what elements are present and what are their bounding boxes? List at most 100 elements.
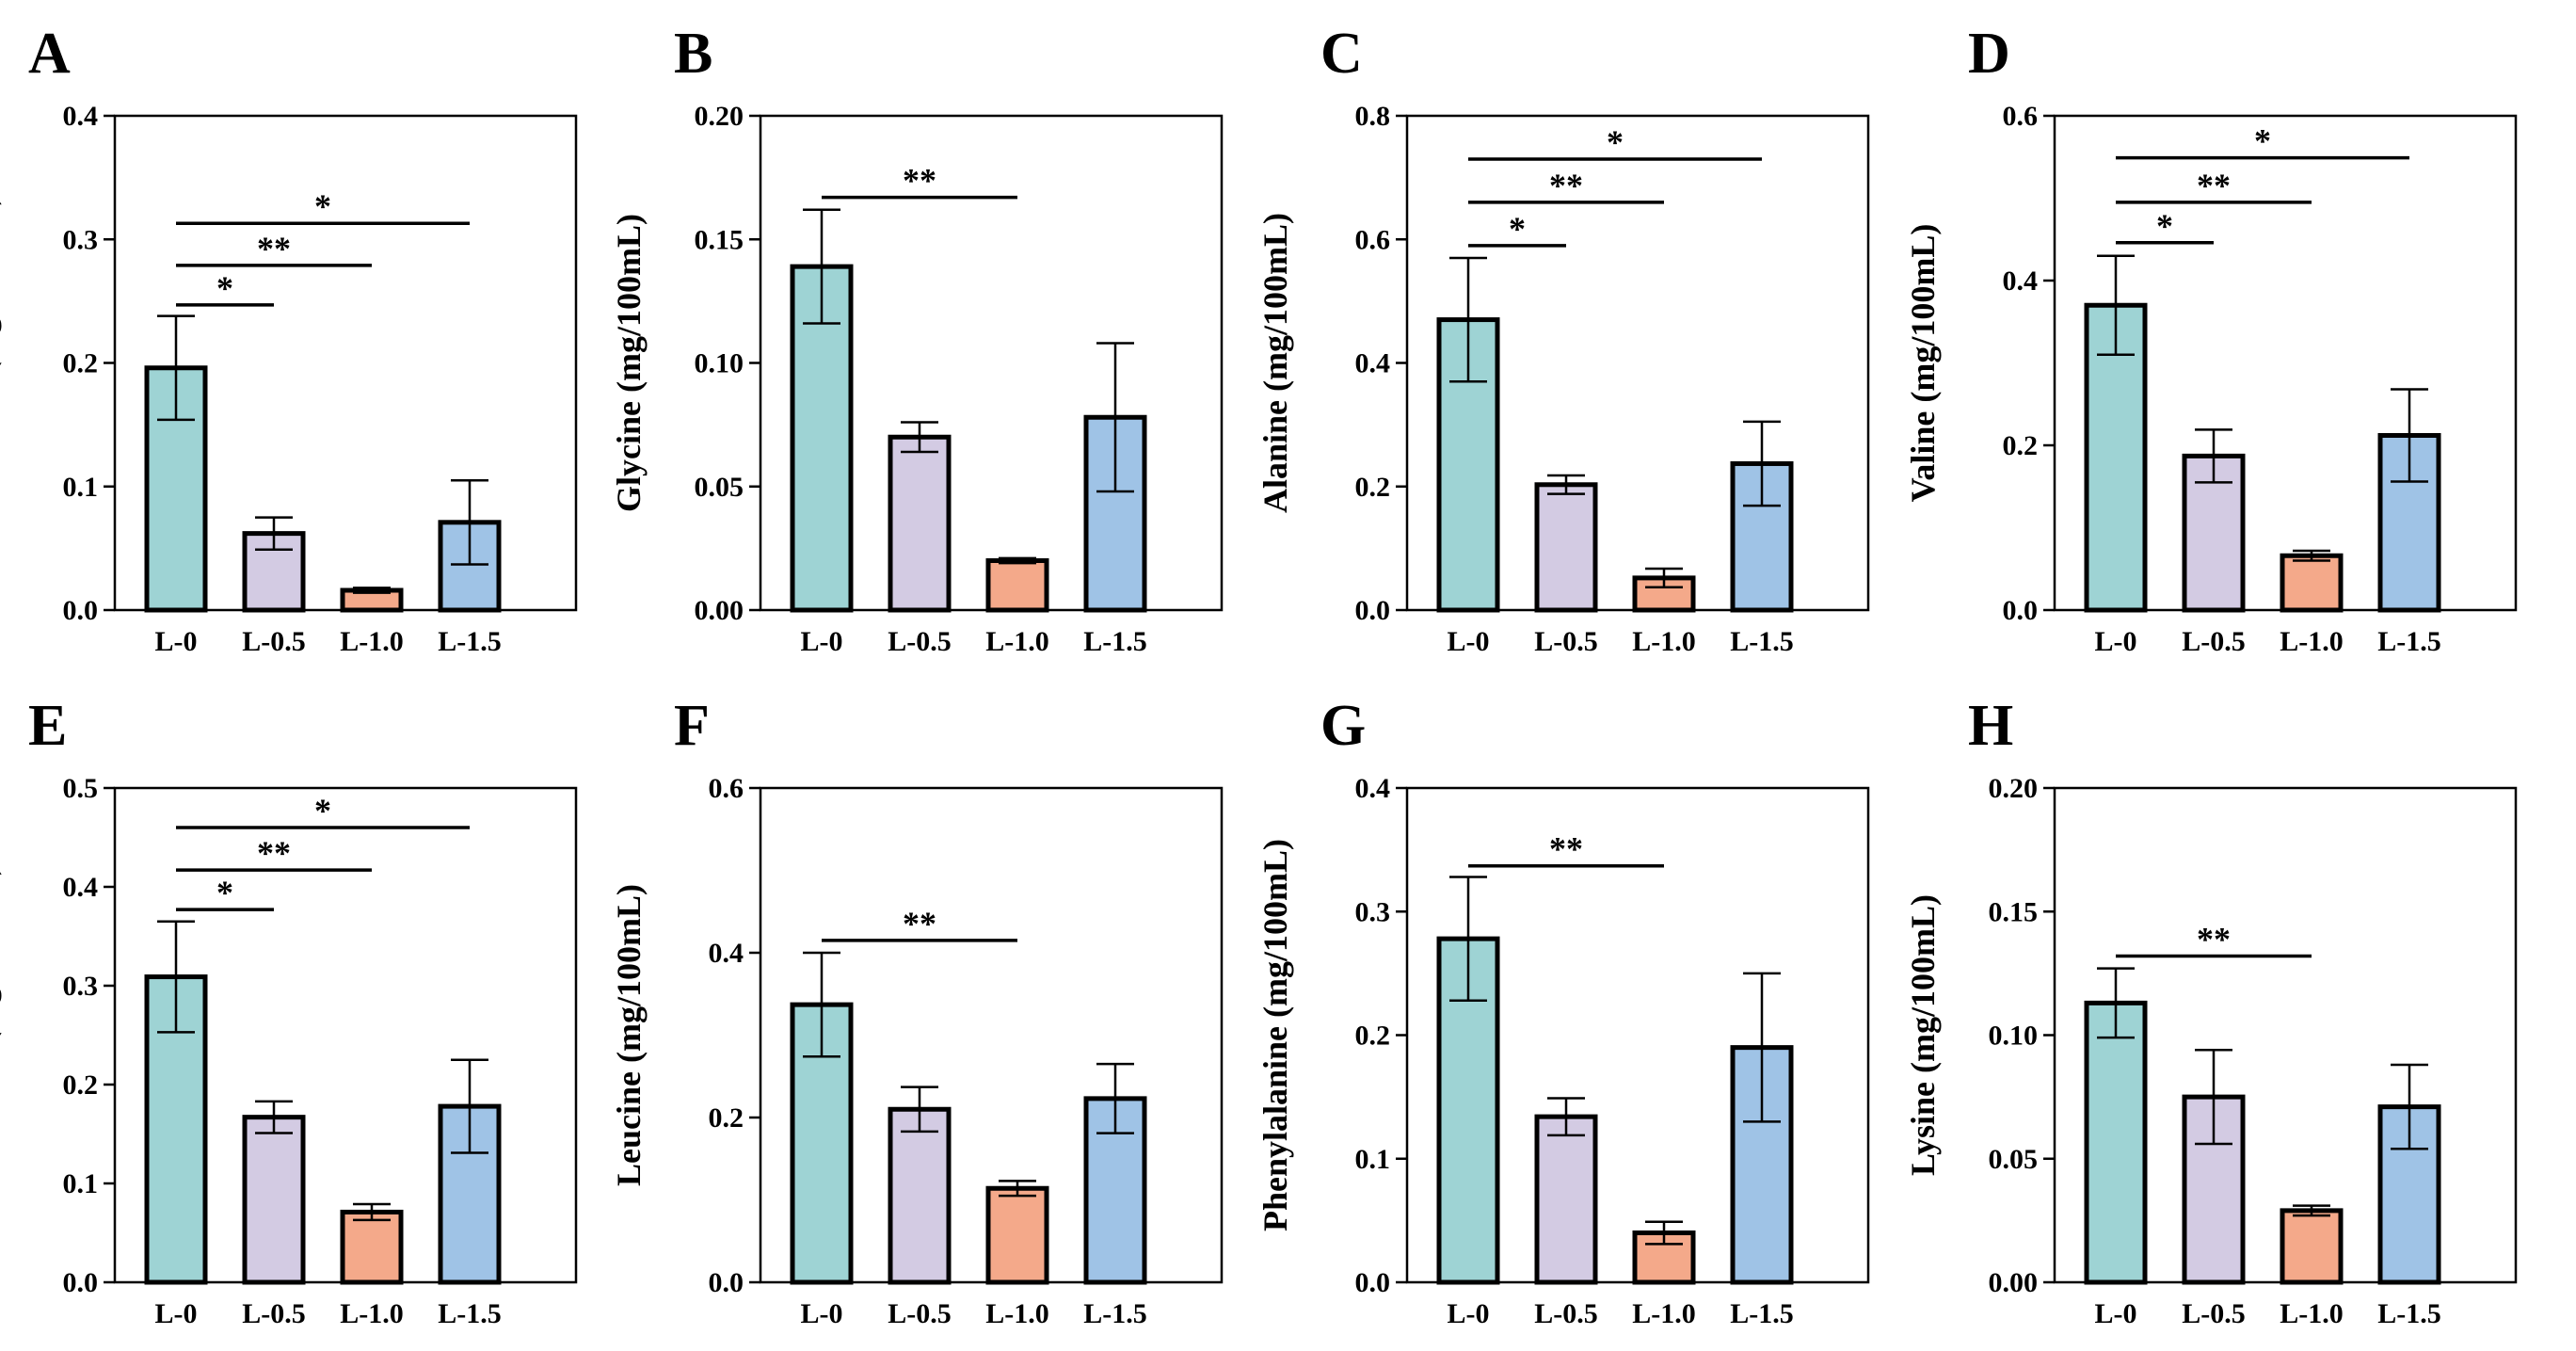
- panel-f-ytick-label: 0.6: [709, 773, 744, 804]
- panel-a-xtick-label: L-0: [155, 626, 198, 657]
- panel-d-letter: D: [1968, 22, 2010, 86]
- panel-e-ytick-label: 0.1: [63, 1168, 99, 1199]
- panel-a-xtick-label: L-1.0: [340, 626, 404, 657]
- panel-g-xtick-label: L-0.5: [1534, 1298, 1598, 1329]
- panel-b-xtick-label: L-1.5: [1083, 626, 1147, 657]
- panel-h-ytick-label: 0.10: [1989, 1021, 2039, 1052]
- panel-c-ytick-label: 0.6: [1355, 224, 1391, 255]
- panel-c-ytick-label: 0.8: [1355, 101, 1391, 132]
- panel-f-xtick-label: L-0.5: [888, 1298, 952, 1329]
- panel-e-significance-label: **: [257, 834, 291, 872]
- panel-b-significance-label: **: [903, 162, 936, 200]
- panel-b-bar-l-1-0: [985, 558, 1049, 613]
- panel-c-bar-l-0-5: [1534, 482, 1598, 613]
- panel-h-xtick-label: L-1.5: [2377, 1298, 2441, 1329]
- panel-f-xtick-label: L-0: [801, 1298, 843, 1329]
- panel-f-ytick-label: 0.4: [709, 938, 744, 969]
- panel-e-ytick-label: 0.3: [63, 971, 99, 1002]
- panel-d-significance-label: *: [2254, 122, 2271, 160]
- panel-f-bar-l-0-5: [888, 1106, 952, 1285]
- panel-e-significance-label: *: [216, 874, 233, 911]
- panel-h-ytick-label: 0.00: [1989, 1267, 2039, 1298]
- panel-b-ytick-label: 0.00: [695, 595, 744, 626]
- panel-e-xtick-label: L-0: [155, 1298, 198, 1329]
- panel-d-significance-label: *: [2156, 207, 2173, 245]
- panel-h-bar-l-1-0: [2280, 1208, 2344, 1285]
- panel-d-ytick-label: 0.4: [2003, 265, 2039, 297]
- panel-b-xtick-label: L-0: [801, 626, 843, 657]
- panel-c-xtick-label: L-1.0: [1632, 626, 1696, 657]
- panel-e-bar-l-0: [144, 974, 208, 1285]
- panel-f-letter: F: [674, 694, 710, 758]
- panel-e-ytick-label: 0.0: [63, 1267, 99, 1298]
- panel-g-bar-l-0-5: [1534, 1114, 1598, 1285]
- panel-d-ytick-label: 0.0: [2003, 595, 2039, 626]
- panel-e-ylabel: Isoleucune (mg/100mL): [0, 864, 2, 1206]
- panel-e-ytick-label: 0.5: [63, 773, 99, 804]
- panel-c-ytick-label: 0.0: [1355, 595, 1391, 626]
- panel-h-xtick-label: L-0: [2095, 1298, 2137, 1329]
- panel-d-bar-l-1-0: [2280, 553, 2344, 613]
- panel-h-xtick-label: L-0.5: [2182, 1298, 2246, 1329]
- panel-b-ytick-label: 0.15: [695, 224, 744, 255]
- panel-a-ytick-label: 0.0: [63, 595, 99, 626]
- panel-a-letter: A: [28, 22, 71, 86]
- panel-c-significance-label: *: [1509, 210, 1526, 248]
- panel-g-bar-l-1-5: [1730, 1045, 1794, 1285]
- panel-e-ytick-label: 0.2: [63, 1070, 99, 1101]
- panel-b-ytick-label: 0.20: [695, 101, 744, 132]
- panel-e-letter: E: [28, 694, 67, 758]
- panel-f-bar-l-1-0: [985, 1185, 1049, 1285]
- panel-g-ytick-label: 0.1: [1355, 1144, 1391, 1175]
- panel-h-letter: H: [1968, 694, 2013, 758]
- panel-b-ytick-label: 0.05: [695, 472, 744, 503]
- panel-a-ytick-label: 0.2: [63, 348, 99, 379]
- panel-b-ytick-label: 0.10: [695, 348, 744, 379]
- panel-a-significance-label: **: [257, 230, 291, 267]
- panel-d-xtick-label: L-0: [2095, 626, 2137, 657]
- panel-g-ytick-label: 0.0: [1355, 1267, 1391, 1298]
- panel-d-xtick-label: L-1.5: [2377, 626, 2441, 657]
- panel-f-significance-label: **: [903, 905, 936, 942]
- panel-h-ytick-label: 0.15: [1989, 896, 2039, 927]
- panel-g-significance-label: **: [1549, 830, 1583, 868]
- panel-f-ytick-label: 0.2: [709, 1102, 744, 1134]
- panel-c-ytick-label: 0.4: [1355, 348, 1391, 379]
- panel-a-ytick-label: 0.1: [63, 472, 99, 503]
- panel-c-significance-label: **: [1549, 167, 1583, 204]
- panel-c-xtick-label: L-0: [1448, 626, 1490, 657]
- panel-c-xtick-label: L-0.5: [1534, 626, 1598, 657]
- panel-b-bar-l-0-5: [888, 434, 952, 613]
- panel-g-ytick-label: 0.2: [1355, 1021, 1391, 1052]
- panel-d-ytick-label: 0.6: [2003, 101, 2039, 132]
- panel-b-ylabel: Glycine (mg/100mL): [610, 214, 648, 512]
- panel-g-ytick-label: 0.4: [1355, 773, 1391, 804]
- panel-d-significance-label: **: [2197, 167, 2231, 204]
- panel-g-ytick-label: 0.3: [1355, 896, 1391, 927]
- panel-c-xtick-label: L-1.5: [1730, 626, 1794, 657]
- panel-b-xtick-label: L-1.0: [985, 626, 1049, 657]
- panel-d-xtick-label: L-0.5: [2182, 626, 2246, 657]
- panel-e-ytick-label: 0.4: [63, 872, 99, 903]
- panel-g-xtick-label: L-1.0: [1632, 1298, 1696, 1329]
- panel-f-ylabel: Leucine (mg/100mL): [610, 884, 648, 1186]
- panel-a-xtick-label: L-1.5: [438, 626, 502, 657]
- panel-d-xtick-label: L-1.0: [2280, 626, 2344, 657]
- panel-e-xtick-label: L-0.5: [242, 1298, 306, 1329]
- panel-h-significance-label: **: [2197, 921, 2231, 958]
- panel-h-xtick-label: L-1.0: [2280, 1298, 2344, 1329]
- panel-g-xtick-label: L-1.5: [1730, 1298, 1794, 1329]
- panel-a-xtick-label: L-0.5: [242, 626, 306, 657]
- panel-e-xtick-label: L-1.0: [340, 1298, 404, 1329]
- panel-c-significance-label: *: [1607, 123, 1624, 161]
- panel-g-letter: G: [1320, 694, 1366, 758]
- panel-h-ytick-label: 0.20: [1989, 773, 2039, 804]
- panel-e-bar-l-1-0: [340, 1209, 404, 1285]
- panel-g-xtick-label: L-0: [1448, 1298, 1490, 1329]
- panel-g-ylabel: Phenylalanine (mg/100mL): [1256, 839, 1294, 1231]
- panel-b-letter: B: [674, 22, 712, 86]
- panel-d-ylabel: Valine (mg/100mL): [1904, 224, 1942, 503]
- panel-f-xtick-label: L-1.5: [1083, 1298, 1147, 1329]
